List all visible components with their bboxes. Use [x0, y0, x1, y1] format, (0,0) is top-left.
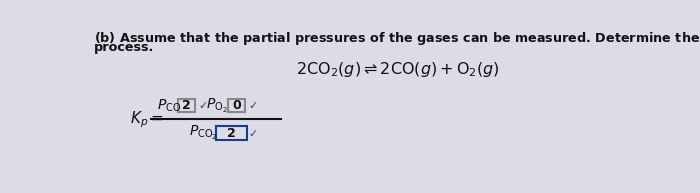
Text: (b) Assume that the partial pressures of the gases can be measured. Determine th: (b) Assume that the partial pressures of… — [94, 31, 700, 49]
FancyBboxPatch shape — [178, 99, 195, 113]
Text: $P_{\mathrm{CO_2}}$: $P_{\mathrm{CO_2}}$ — [189, 124, 218, 142]
FancyBboxPatch shape — [216, 126, 247, 140]
Text: ✓: ✓ — [248, 101, 258, 111]
Text: $P_{\mathrm{CO}}$: $P_{\mathrm{CO}}$ — [158, 97, 181, 114]
Text: process.: process. — [94, 41, 154, 54]
Text: $2\mathrm{CO_2}(g) \rightleftharpoons 2\mathrm{CO}(g) + \mathrm{O_2}(g)$: $2\mathrm{CO_2}(g) \rightleftharpoons 2\… — [295, 60, 499, 79]
Text: 2: 2 — [228, 127, 236, 140]
Text: 0: 0 — [232, 99, 241, 112]
Text: $K_p=$: $K_p=$ — [130, 109, 163, 130]
Text: $P_{\mathrm{O_2}}$: $P_{\mathrm{O_2}}$ — [206, 96, 228, 115]
Text: ✓: ✓ — [198, 101, 208, 111]
FancyBboxPatch shape — [228, 99, 245, 113]
Text: ✓: ✓ — [248, 129, 258, 139]
Text: 2: 2 — [182, 99, 191, 112]
